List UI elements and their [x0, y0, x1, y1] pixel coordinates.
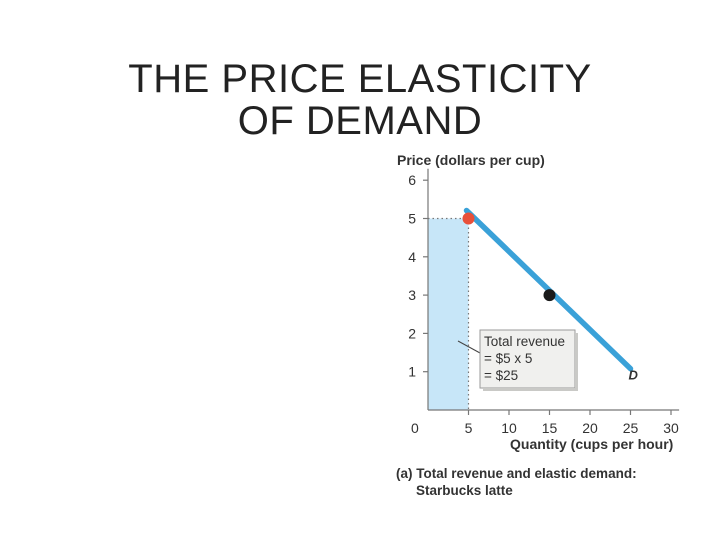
- title-line-1: THE PRICE ELASTICITY: [128, 57, 592, 101]
- annotation-shadow-bottom: [483, 388, 578, 391]
- x-tick-label: 30: [663, 420, 679, 436]
- x-tick-label: 25: [623, 420, 639, 436]
- y-tick-label: 6: [408, 172, 416, 188]
- x-axis-label: Quantity (cups per hour): [510, 436, 673, 452]
- y-tick-label: 1: [408, 364, 416, 380]
- annotation-shadow: [575, 333, 578, 391]
- y-tick-label: 4: [408, 249, 416, 265]
- slide-title: THE PRICE ELASTICITY OF DEMAND: [60, 58, 660, 142]
- x-tick-label: 15: [542, 420, 558, 436]
- annotation-line-1: Total revenue: [484, 334, 565, 349]
- y-tick-label: 2: [408, 325, 416, 341]
- x-ticks: 5 10 15 20 25 30: [465, 410, 679, 436]
- y-ticks: 1 2 3 4 5 6: [408, 172, 428, 380]
- reference-point: [543, 289, 556, 302]
- y-tick-label: 3: [408, 287, 416, 303]
- annotation-leader: [457, 340, 481, 354]
- y-axis-label: Price (dollars per cup): [397, 152, 545, 168]
- annotation-bg: [479, 329, 576, 389]
- annotation-line-2: = $5 x 5: [484, 351, 532, 366]
- x-tick-label: 5: [465, 420, 473, 436]
- demand-curve-label: D: [629, 368, 639, 383]
- caption-line-2: Starbucks latte: [416, 483, 513, 498]
- total-revenue-area: [428, 218, 469, 410]
- annotation-line-3: = $25: [484, 368, 518, 383]
- x-tick-label: 20: [582, 420, 598, 436]
- title-line-2: OF DEMAND: [237, 99, 483, 143]
- origin-label: 0: [411, 420, 419, 436]
- caption-line-1: (a) Total revenue and elastic demand:: [396, 466, 637, 481]
- y-tick-label: 5: [408, 211, 416, 227]
- annotation-box: Total revenue = $5 x 5 = $25: [457, 329, 578, 391]
- x-tick-label: 10: [501, 420, 517, 436]
- highlight-point: [462, 212, 475, 225]
